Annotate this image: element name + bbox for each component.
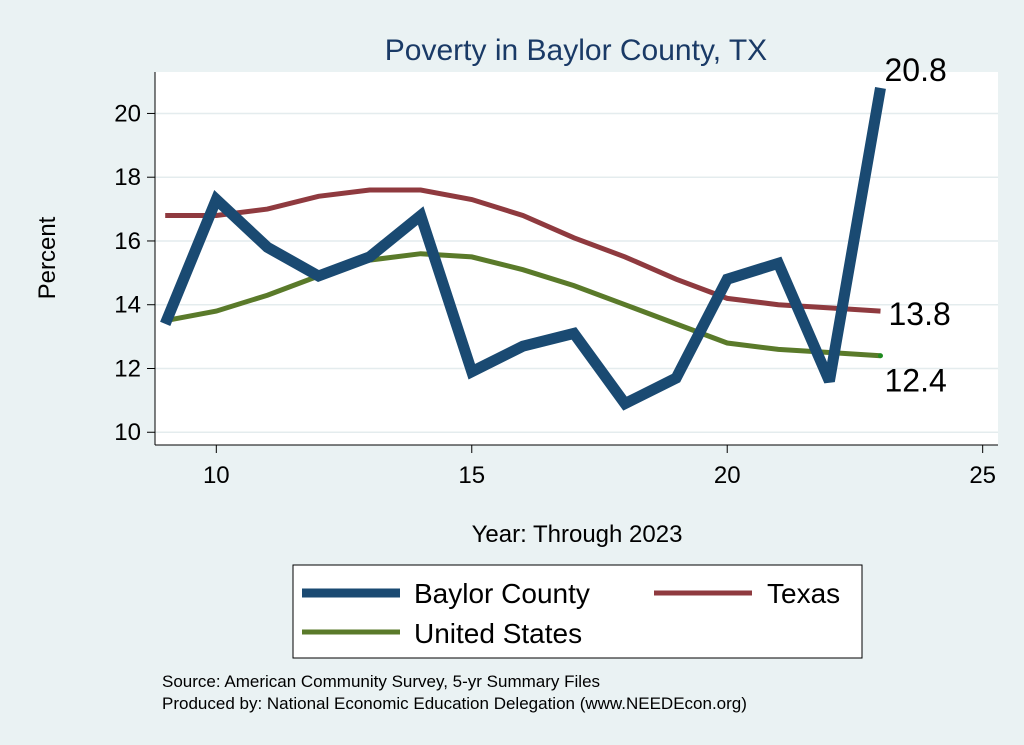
x-tick-label-15: 15: [458, 462, 485, 489]
y-axis-title: Percent: [34, 216, 61, 299]
x-tick-label-20: 20: [714, 462, 741, 489]
y-tick-label-12: 12: [114, 355, 141, 382]
series-line-united-states: [164, 251, 881, 359]
y-tick-label-18: 18: [114, 164, 141, 191]
legend-box: [292, 564, 863, 659]
x-axis: 10 15 20 25: [203, 445, 996, 489]
x-tick-label-10: 10: [203, 462, 230, 489]
end-label-united-states: 12.4: [884, 363, 946, 399]
y-axis: 10 12 14 16 18 20: [114, 100, 155, 446]
y-tick-label-16: 16: [114, 228, 141, 255]
legend-label-us: United States: [414, 618, 582, 649]
legend-label-baylor: Baylor County: [414, 578, 590, 609]
series-line-texas: [165, 187, 881, 314]
end-labels: 20.8 13.8 12.4: [877, 52, 951, 399]
x-axis-title: Year: Through 2023: [472, 521, 683, 548]
series-lines: [160, 86, 886, 411]
legend: Baylor County Texas United States: [292, 564, 863, 659]
y-tick-label-10: 10: [114, 419, 141, 446]
source-note: Source: American Community Survey, 5-yr …: [162, 672, 600, 691]
series-line-baylor-county: [160, 86, 886, 411]
chart-title: Poverty in Baylor County, TX: [385, 34, 767, 67]
x-tick-label-25: 25: [969, 462, 996, 489]
end-label-texas: 13.8: [888, 296, 950, 332]
y-tick-label-14: 14: [114, 292, 141, 319]
end-label-baylor-county: 20.8: [884, 52, 946, 88]
y-tick-label-20: 20: [114, 100, 141, 127]
us-end-marker: [877, 353, 883, 359]
produced-by-note: Produced by: National Economic Education…: [162, 694, 747, 713]
legend-label-texas: Texas: [767, 578, 840, 609]
